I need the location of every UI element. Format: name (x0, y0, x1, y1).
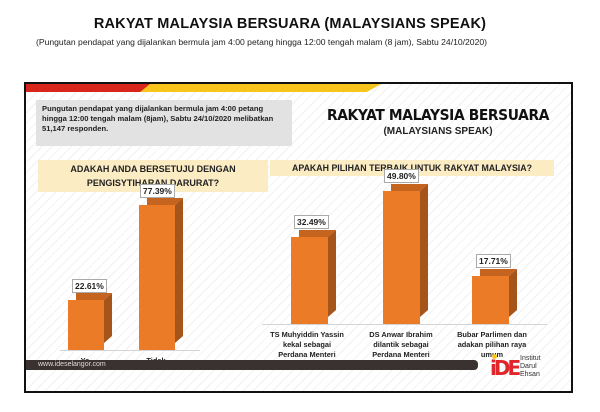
category-line: adakan pilihan raya (457, 340, 527, 349)
bar-side-face (509, 269, 517, 317)
logo-line: Darul (520, 363, 537, 370)
bar-top-face (76, 293, 112, 300)
chart2-value-anwar: 49.80% (384, 169, 419, 183)
chart1-value-ya: 22.61% (72, 279, 107, 293)
chart2-question: APAKAH PILIHAN TERBAIK UNTUK RAKYAT MALA… (270, 160, 554, 176)
bar-side-face (104, 293, 112, 343)
category-line: TS Muhyiddin Yassin (270, 330, 344, 339)
page-title: RAKYAT MALAYSIA BERSUARA (MALAYSIANS SPE… (0, 16, 600, 32)
chart2-baseline (262, 324, 547, 325)
bar-side-face (328, 230, 336, 317)
footer-bar: www.ideselangor.com (26, 360, 478, 370)
bar-top-face (299, 230, 336, 237)
category-line: dilantik sebagai (373, 340, 429, 349)
chart1-bar-tidak (139, 205, 175, 350)
chart2-bar-muhyiddin (291, 237, 328, 324)
infographic-frame: Pungutan pendapat yang dijalankan bermul… (24, 82, 573, 393)
brand-title: RAKYAT MALAYSIA BERSUARA (326, 106, 550, 124)
chart1-value-tidak: 77.39% (140, 184, 175, 198)
bar-top-face (147, 198, 183, 205)
chart2-value-muhyiddin: 32.49% (294, 215, 329, 229)
chart2-bar-bubar (472, 276, 509, 324)
category-line: DS Anwar Ibrahim (369, 330, 433, 339)
logo-dot-icon (492, 354, 497, 359)
logo-line: Ehsan (520, 371, 540, 378)
chart1-baseline (60, 350, 200, 351)
category-line: kekal sebagai (282, 340, 332, 349)
footer-url: www.ideselangor.com (38, 361, 106, 368)
chart2-category-muhyiddin: TS Muhyiddin Yassin kekal sebagai Perdan… (262, 330, 352, 360)
survey-info-box: Pungutan pendapat yang dijalankan bermul… (36, 100, 292, 146)
bar-top-face (480, 269, 517, 276)
bar-side-face (420, 184, 428, 317)
top-stripe-red (26, 84, 150, 92)
logo-line: Institut (520, 355, 541, 362)
bar-side-face (175, 198, 183, 343)
ide-logo: iDE Institut Darul Ehsan (488, 352, 558, 382)
chart2-category-anwar: DS Anwar Ibrahim dilantik sebagai Perdan… (356, 330, 446, 360)
category-line: Perdana Menteri (372, 350, 430, 359)
chart2-value-bubar: 17.71% (476, 254, 511, 268)
logo-text: Institut Darul Ehsan (520, 355, 541, 379)
page-title-text: RAKYAT MALAYSIA BERSUARA (MALAYSIANS SPE… (93, 16, 487, 32)
chart1-bar-ya (68, 300, 104, 350)
category-line: Bubar Parlimen dan (457, 330, 527, 339)
page-subtitle: (Pungutan pendapat yang dijalankan bermu… (36, 37, 488, 47)
category-line: Perdana Menteri (278, 350, 336, 359)
logo-mark: iDE (490, 356, 521, 380)
top-stripe-yellow (26, 84, 381, 92)
chart2-bar-anwar (383, 191, 420, 324)
brand-subtitle: (MALAYSIANS SPEAK) (383, 126, 493, 137)
bar-top-face (391, 184, 428, 191)
